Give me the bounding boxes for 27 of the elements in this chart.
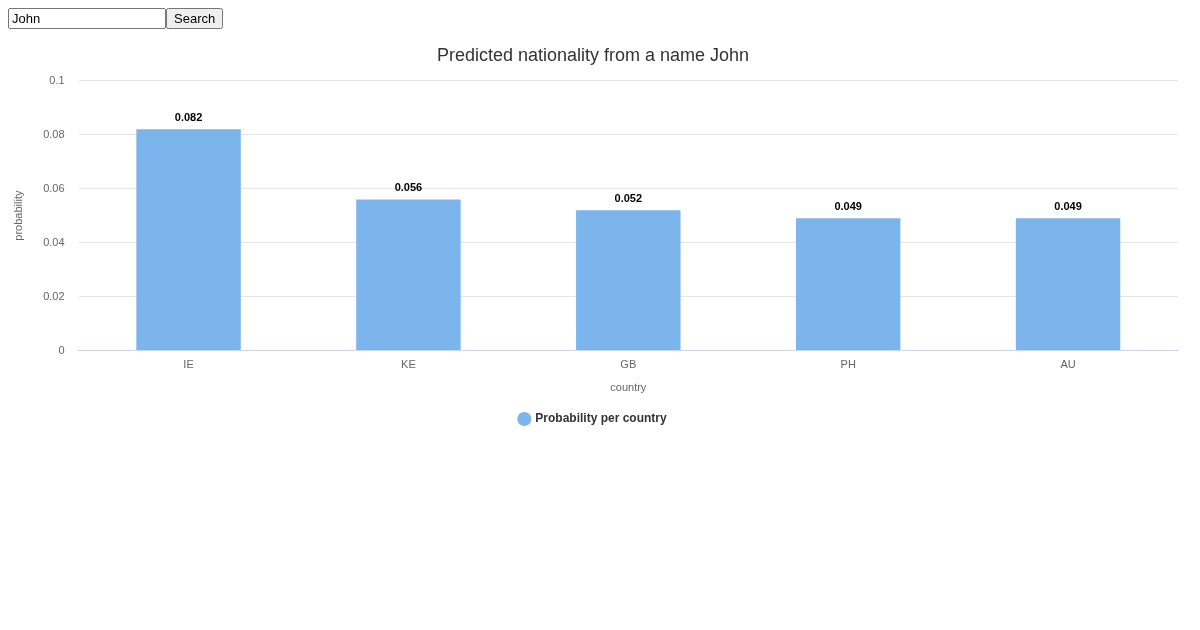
y-tick-label: 0.06 <box>43 181 65 194</box>
data-label: 0.056 <box>394 180 423 193</box>
data-label: 0.052 <box>614 191 643 204</box>
bar <box>576 210 681 351</box>
bar <box>1015 218 1121 351</box>
data-label: 0.082 <box>174 110 203 123</box>
y-tick-label: 0.08 <box>43 127 65 140</box>
x-tick-label: KE <box>401 358 416 371</box>
chart-title: Predicted nationality from a name John <box>436 44 750 65</box>
x-tick-label: AU <box>1060 358 1076 371</box>
legend-label: Probability per country <box>535 411 667 426</box>
y-tick-label: 0 <box>58 343 65 356</box>
y-tick-label: 0.02 <box>43 289 65 302</box>
search-button: Search <box>166 8 224 29</box>
bar <box>136 129 241 351</box>
x-tick-label: IE <box>183 358 194 371</box>
x-axis-title: country <box>610 381 647 394</box>
search-field: John <box>8 8 166 29</box>
data-label: 0.049 <box>1054 199 1082 212</box>
x-tick-label: PH <box>840 358 856 371</box>
y-tick-label: 0.1 <box>49 73 65 86</box>
y-axis-title: probability <box>11 190 24 241</box>
bar <box>795 218 901 351</box>
bar <box>356 199 461 351</box>
x-tick-label: GB <box>620 358 637 371</box>
data-label: 0.049 <box>834 199 862 212</box>
y-tick-label: 0.04 <box>43 235 65 248</box>
